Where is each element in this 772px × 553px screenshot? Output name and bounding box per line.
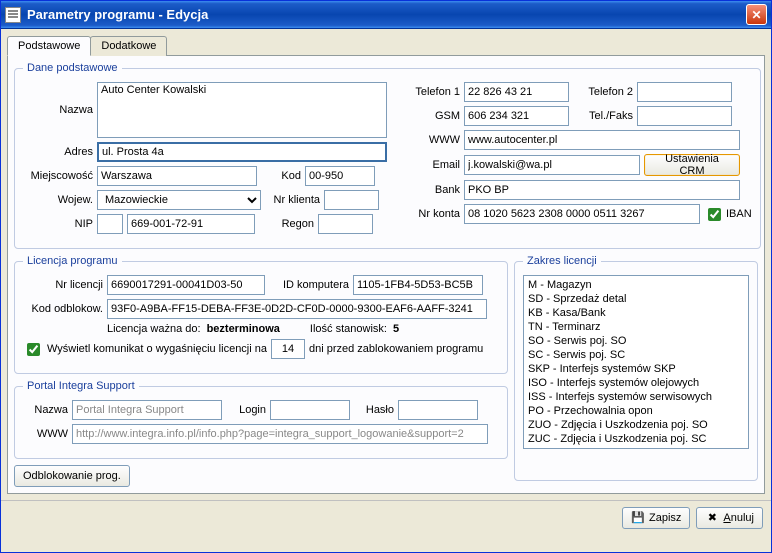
- list-item[interactable]: ISS - Interfejs systemów serwisowych: [528, 390, 744, 404]
- label-gsm: GSM: [405, 110, 460, 122]
- list-item[interactable]: ZUO - Zdjęcia i Uszkodzenia poj. SO: [528, 418, 744, 432]
- list-item[interactable]: TN - Terminarz: [528, 320, 744, 334]
- list-item[interactable]: F - Finanse: [528, 446, 744, 449]
- label-portal-nazwa: Nazwa: [23, 404, 68, 416]
- input-nip-prefix[interactable]: [97, 214, 123, 234]
- label-regon: Regon: [259, 218, 314, 230]
- button-ustawienia-crm[interactable]: Ustawienia CRM: [644, 154, 740, 176]
- input-nazwa[interactable]: Auto Center Kowalski: [97, 82, 387, 138]
- label-wojew: Wojew.: [23, 194, 93, 206]
- label-www: WWW: [405, 134, 460, 146]
- input-telefon1[interactable]: [464, 82, 569, 102]
- input-kododblokow[interactable]: [107, 299, 487, 319]
- input-nip[interactable]: [127, 214, 255, 234]
- label-wygasniecie-post: dni przed zablokowaniem programu: [309, 343, 483, 355]
- label-nrklienta: Nr klienta: [265, 194, 320, 206]
- footer: 💾 Zapisz ✖ Anuluj: [1, 500, 771, 535]
- save-icon: 💾: [631, 511, 645, 525]
- group-licencja: Licencja programu Nr licencji ID kompute…: [14, 255, 508, 374]
- label-nrkonta: Nr konta: [405, 208, 460, 220]
- list-item[interactable]: M - Magazyn: [528, 278, 744, 292]
- input-dni[interactable]: [271, 339, 305, 359]
- input-adres[interactable]: [97, 142, 387, 162]
- list-item[interactable]: KB - Kasa/Bank: [528, 306, 744, 320]
- label-wygasniecie-pre: Wyświetl komunikat o wygaśnięciu licencj…: [47, 343, 267, 355]
- input-portal-login[interactable]: [270, 400, 350, 420]
- input-portal-nazwa: [72, 400, 222, 420]
- group-dane-podstawowe: Dane podstawowe Nazwa Auto Center Kowals…: [14, 62, 761, 249]
- tab-strip: Podstawowe Dodatkowe: [7, 35, 765, 55]
- label-idkomputera: ID komputera: [269, 279, 349, 291]
- group-zakres: Zakres licencji M - MagazynSD - Sprzedaż…: [514, 255, 758, 481]
- input-telfaks[interactable]: [637, 106, 732, 126]
- value-ilosc-stanowisk: 5: [393, 323, 399, 335]
- label-portal-login: Login: [226, 404, 266, 416]
- input-telefon2[interactable]: [637, 82, 732, 102]
- list-item[interactable]: ZUC - Zdjęcia i Uszkodzenia poj. SC: [528, 432, 744, 446]
- label-bank: Bank: [405, 184, 460, 196]
- input-portal-haslo[interactable]: [398, 400, 478, 420]
- label-telfaks: Tel./Faks: [573, 110, 633, 122]
- select-wojew[interactable]: Mazowieckie: [97, 190, 261, 210]
- legend-licencja: Licencja programu: [23, 255, 122, 267]
- legend-zakres: Zakres licencji: [523, 255, 601, 267]
- label-miejscowosc: Miejscowość: [23, 170, 93, 182]
- legend-portal: Portal Integra Support: [23, 380, 139, 392]
- label-nrlicencji: Nr licencji: [23, 279, 103, 291]
- close-button[interactable]: ✕: [746, 4, 767, 25]
- label-nip: NIP: [23, 218, 93, 230]
- input-nrklienta[interactable]: [324, 190, 379, 210]
- input-www[interactable]: [464, 130, 740, 150]
- label-nazwa: Nazwa: [23, 104, 93, 116]
- label-licencja-wazna: Licencja ważna do:: [107, 323, 201, 335]
- list-item[interactable]: SO - Serwis poj. SO: [528, 334, 744, 348]
- tab-dodatkowe[interactable]: Dodatkowe: [90, 36, 167, 56]
- list-item[interactable]: ISO - Interfejs systemów olejowych: [528, 376, 744, 390]
- input-email[interactable]: [464, 155, 640, 175]
- input-kod[interactable]: [305, 166, 375, 186]
- window-title: Parametry programu - Edycja: [27, 7, 208, 22]
- input-bank[interactable]: [464, 180, 740, 200]
- input-gsm[interactable]: [464, 106, 569, 126]
- checkbox-wygasniecie[interactable]: [27, 343, 40, 356]
- button-odblokowanie[interactable]: Odblokowanie prog.: [14, 465, 130, 487]
- group-portal: Portal Integra Support Nazwa Login Hasło…: [14, 380, 508, 459]
- list-item[interactable]: SKP - Interfejs systemów SKP: [528, 362, 744, 376]
- checkbox-iban[interactable]: [708, 208, 721, 221]
- input-regon[interactable]: [318, 214, 373, 234]
- listbox-zakres[interactable]: M - MagazynSD - Sprzedaż detalKB - Kasa/…: [523, 275, 749, 449]
- cancel-icon: ✖: [705, 511, 719, 525]
- tab-podstawowe[interactable]: Podstawowe: [7, 36, 91, 56]
- label-kododblokow: Kod odblokow.: [23, 303, 103, 315]
- window-icon: [5, 7, 21, 23]
- label-ilosc-stanowisk: Ilość stanowisk:: [310, 323, 387, 335]
- label-email: Email: [405, 159, 460, 171]
- label-portal-www: WWW: [23, 428, 68, 440]
- input-portal-www: [72, 424, 488, 444]
- legend-dane-podstawowe: Dane podstawowe: [23, 62, 122, 74]
- button-zapisz[interactable]: 💾 Zapisz: [622, 507, 690, 529]
- button-anuluj[interactable]: ✖ Anuluj: [696, 507, 763, 529]
- label-telefon1: Telefon 1: [405, 86, 460, 98]
- input-nrlicencji[interactable]: [107, 275, 265, 295]
- input-nrkonta[interactable]: [464, 204, 700, 224]
- label-portal-haslo: Hasło: [354, 404, 394, 416]
- label-kod: Kod: [261, 170, 301, 182]
- label-adres: Adres: [23, 146, 93, 158]
- input-idkomputera[interactable]: [353, 275, 483, 295]
- titlebar: Parametry programu - Edycja ✕: [1, 1, 771, 29]
- label-telefon2: Telefon 2: [573, 86, 633, 98]
- label-iban: IBAN: [726, 208, 752, 220]
- list-item[interactable]: SC - Serwis poj. SC: [528, 348, 744, 362]
- value-licencja-wazna: bezterminowa: [207, 323, 280, 335]
- input-miejscowosc[interactable]: [97, 166, 257, 186]
- list-item[interactable]: SD - Sprzedaż detal: [528, 292, 744, 306]
- list-item[interactable]: PO - Przechowalnia opon: [528, 404, 744, 418]
